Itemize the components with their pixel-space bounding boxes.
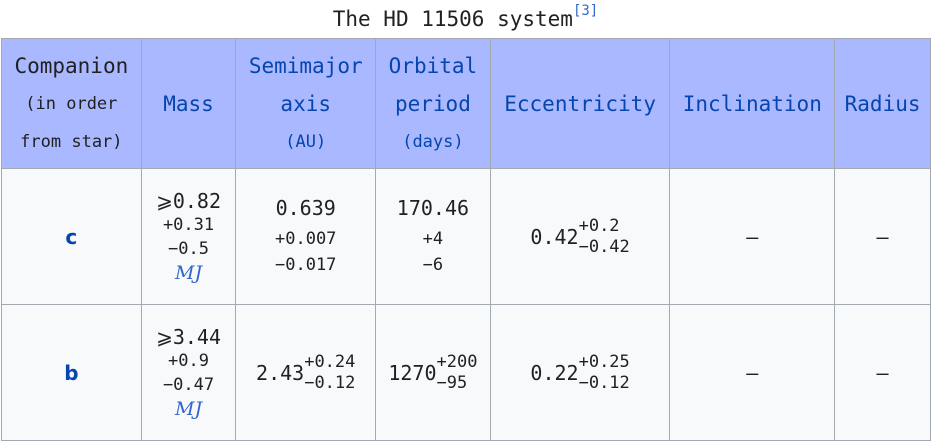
mass-value: ⩾3.44	[156, 324, 221, 349]
axis-value: 2.43	[256, 360, 305, 385]
axis-cell: 2.43 +0.24 −0.12	[235, 304, 377, 441]
ecc-plus: +0.2	[578, 215, 620, 236]
ecc-value: 0.22	[530, 360, 579, 385]
header-semimajor-line3[interactable]: (AU)	[285, 131, 327, 152]
ecc-error: +0.2 −0.42	[579, 216, 630, 258]
header-eccentricity[interactable]: Eccentricity	[489, 38, 671, 169]
header-semimajor[interactable]: Semimajor axis (AU)	[235, 38, 377, 169]
header-mass[interactable]: Mass	[140, 38, 237, 169]
axis-error: +0.24 −0.12	[304, 352, 355, 394]
planet-table: Companion (in order from star) Mass Semi…	[1, 38, 931, 441]
mass-cell: ⩾0.82 +0.31 −0.5 MJ	[140, 168, 237, 305]
mass-plus: +0.9	[168, 350, 209, 371]
caption-title: The HD 11506 system	[332, 7, 573, 31]
ecc-minus: −0.12	[578, 372, 630, 393]
axis-minus: −0.12	[304, 372, 356, 393]
header-row: Companion (in order from star) Mass Semi…	[1, 38, 931, 169]
header-radius[interactable]: Radius	[834, 38, 931, 169]
jupiter-mass-link[interactable]: MJ	[174, 261, 203, 284]
eccentricity-cell: 0.22 +0.25 −0.12	[489, 304, 671, 441]
ecc-plus: +0.25	[578, 351, 630, 372]
inclination-cell: —	[669, 168, 836, 305]
inclination-cell: —	[669, 304, 836, 441]
header-companion-line3: from star)	[20, 131, 123, 152]
header-inclination[interactable]: Inclination	[669, 38, 836, 169]
header-companion-line1: Companion	[14, 53, 129, 78]
ecc-error: +0.25 −0.12	[579, 352, 630, 394]
period-cell: 170.46 +4 −6	[375, 168, 491, 305]
period-plus: +4	[422, 228, 444, 249]
period-minus: −95	[436, 372, 468, 393]
header-semimajor-line1[interactable]: Semimajor	[248, 53, 363, 78]
mass-minus: −0.47	[162, 374, 215, 395]
period-plus: +200	[436, 351, 478, 372]
mass-cell: ⩾3.44 +0.9 −0.47 MJ	[140, 304, 237, 441]
table-row: c ⩾0.82 +0.31 −0.5 MJ 0.639 +0.007 −0.01…	[1, 168, 931, 305]
eccentricity-cell: 0.42 +0.2 −0.42	[489, 168, 671, 305]
period-minus: −6	[422, 254, 444, 275]
axis-plus: +0.24	[304, 351, 356, 372]
table-caption: The HD 11506 system[3]	[0, 0, 931, 38]
period-error: +200 −95	[437, 352, 478, 394]
header-period[interactable]: Orbital period (days)	[375, 38, 491, 169]
axis-cell: 0.639 +0.007 −0.017	[235, 168, 377, 305]
mass-plus: +0.31	[162, 214, 215, 235]
mass-value: ⩾0.82	[156, 188, 221, 213]
jupiter-mass-link[interactable]: MJ	[174, 397, 203, 420]
planet-name-link[interactable]: b	[1, 304, 142, 441]
table-row: b ⩾3.44 +0.9 −0.47 MJ 2.43 +0.24 −0.12 127…	[1, 304, 931, 441]
header-period-line3[interactable]: (days)	[402, 131, 464, 152]
radius-cell: —	[834, 304, 931, 441]
header-semimajor-line2[interactable]: axis	[280, 91, 331, 116]
axis-minus: −0.017	[275, 254, 337, 275]
header-companion-line2: (in order	[25, 93, 118, 114]
ecc-value: 0.42	[530, 224, 579, 249]
axis-value: 0.639	[275, 195, 336, 220]
planet-name-link[interactable]: c	[1, 168, 142, 305]
axis-plus: +0.007	[275, 228, 337, 249]
header-period-line1[interactable]: Orbital	[388, 53, 478, 78]
period-cell: 1270 +200 −95	[375, 304, 491, 441]
reference-link[interactable]: [3]	[572, 3, 599, 19]
ecc-minus: −0.42	[578, 236, 630, 257]
mass-minus: −0.5	[168, 238, 209, 259]
period-value: 1270	[388, 360, 437, 385]
radius-cell: —	[834, 168, 931, 305]
header-period-line2[interactable]: period	[394, 91, 471, 116]
header-companion: Companion (in order from star)	[1, 38, 142, 169]
period-value: 170.46	[396, 195, 470, 220]
